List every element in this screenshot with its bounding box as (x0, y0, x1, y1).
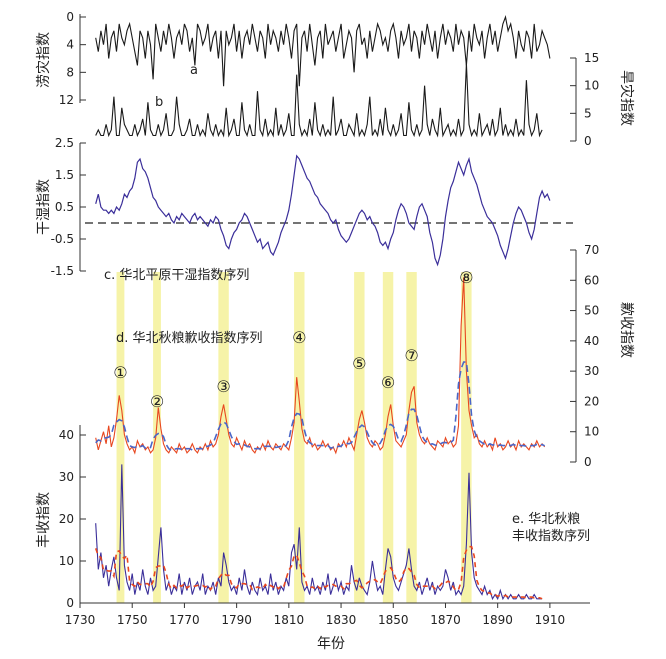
dry-wet-ticks: 2.5 1.5 0.5 -0.5 -1.5 (51, 136, 86, 278)
x-axis: 1730 1750 1770 1790 1810 1830 1850 1870 1890 1910… (65, 602, 590, 652)
poor-harvest-series-line (95, 277, 546, 455)
panel-ab: 0 4 8 12 0 5 10 15 a b 涝灾指数 旱灾指数 (35, 10, 635, 148)
drought-tick-label: 15 (584, 51, 599, 65)
circled-event-label: ④ (292, 328, 306, 347)
circled-event-labels: ① ② ③ ④ ⑤⑥⑦ ⑧ (113, 268, 473, 411)
highlight-bands (116, 272, 472, 603)
circled-event-label: ⑦ (404, 346, 418, 365)
poor-harvest-ticks: 70 60 50 40 30 20 10 0 (570, 243, 599, 469)
drought-tick-label: 5 (584, 106, 592, 120)
flood-ticks: 0 4 8 12 (59, 10, 86, 107)
highlight-band (354, 272, 365, 603)
highlight-band (153, 272, 161, 603)
good-harvest-series-line (95, 464, 543, 601)
x-tick-label: 1850 (378, 613, 409, 627)
series-a-label: a (190, 63, 198, 78)
drought-tick-label: 10 (584, 79, 599, 93)
drought-index-title: 旱灾指数 (618, 70, 635, 126)
x-axis-ticks: 1730 1750 1770 1790 1810 1830 1850 1870 1890 1910 (65, 603, 565, 627)
dry-wet-index-title: 干湿指数 (36, 179, 52, 235)
circled-event-label: ③ (216, 377, 230, 396)
drought-tick-label: 0 (584, 134, 592, 148)
circled-event-label: ⑤ (352, 354, 366, 373)
x-tick-label: 1890 (482, 613, 513, 627)
circled-event-label: ⑥ (381, 373, 395, 392)
flood-tick-label: 0 (66, 10, 74, 24)
x-tick-label: 1830 (326, 613, 357, 627)
poor-harvest-tick-label: 70 (584, 243, 599, 257)
panel-e: 40 30 20 10 0 e. 华北秋粮 丰收指数序列 丰收指数 (36, 425, 590, 610)
poor-harvest-tick-label: 50 (584, 304, 599, 318)
x-tick-label: 1750 (117, 613, 148, 627)
poor-harvest-tick-label: 40 (584, 334, 599, 348)
good-harvest-ticks: 40 30 20 10 0 (59, 428, 86, 610)
dry-wet-series-line (95, 154, 551, 267)
panel-c: 2.5 1.5 0.5 -0.5 -1.5 c. 华北平原干湿指数序列 干湿指数 (36, 136, 573, 283)
dry-wet-tick-label: 0.5 (55, 200, 74, 214)
x-tick-label: 1810 (274, 613, 305, 627)
good-harvest-tick-label: 40 (59, 428, 74, 442)
dry-wet-tick-label: -0.5 (51, 232, 74, 246)
x-tick-label: 1730 (65, 613, 96, 627)
highlight-band (406, 272, 417, 603)
panel-d-caption: d. 华北秋粮歉收指数序列 (116, 331, 263, 346)
poor-harvest-tick-label: 0 (584, 455, 592, 469)
series-b-label: b (155, 95, 163, 110)
good-harvest-tick-label: 30 (59, 470, 74, 484)
good-harvest-tick-label: 0 (66, 596, 74, 610)
poor-harvest-tick-label: 30 (584, 364, 599, 378)
poor-harvest-index-title: 歉收指数 (618, 302, 635, 358)
dry-wet-tick-label: 1.5 (55, 168, 74, 182)
circled-event-label: ② (150, 392, 164, 411)
highlight-band (218, 272, 229, 603)
panel-c-caption: c. 华北平原干湿指数序列 (104, 268, 249, 283)
flood-tick-label: 12 (59, 93, 74, 107)
x-tick-label: 1790 (221, 613, 252, 627)
highlight-band (461, 272, 472, 603)
panel-d: 70 60 50 40 30 20 10 0 ① ② ③ ④ ⑤⑥⑦ ⑧ d. 华北秋粮歉收指数序列 歉… (95, 243, 635, 469)
flood-series-line (95, 14, 551, 87)
flood-tick-label: 8 (66, 65, 74, 79)
poor-harvest-tick-label: 10 (584, 425, 599, 439)
good-harvest-tick-label: 20 (59, 512, 74, 526)
circled-event-label: ⑧ (459, 268, 473, 287)
highlight-band (382, 272, 394, 603)
highlight-band (294, 272, 305, 603)
poor-harvest-tick-label: 60 (584, 273, 599, 287)
poor-harvest-moving-average (95, 361, 546, 452)
circled-event-label: ① (113, 363, 127, 382)
drought-series-line (95, 63, 543, 138)
x-axis-title: 年份 (317, 636, 345, 652)
x-tick-label: 1770 (169, 613, 200, 627)
panel-e-caption-line2: 丰收指数序列 (512, 529, 590, 544)
flood-index-title: 涝灾指数 (35, 32, 52, 88)
dry-wet-tick-label: 2.5 (55, 136, 74, 150)
flood-tick-label: 4 (66, 38, 74, 52)
good-harvest-tick-label: 10 (59, 554, 74, 568)
highlight-band (116, 272, 125, 603)
good-harvest-moving-average (94, 545, 543, 600)
poor-harvest-tick-label: 20 (584, 394, 599, 408)
x-tick-label: 1870 (430, 613, 461, 627)
drought-ticks: 0 5 10 15 (570, 51, 599, 148)
good-harvest-index-title: 丰收指数 (36, 492, 52, 548)
x-tick-label: 1910 (535, 613, 566, 627)
panel-e-caption-line1: e. 华北秋粮 (512, 512, 580, 527)
dry-wet-tick-label: -1.5 (51, 264, 74, 278)
